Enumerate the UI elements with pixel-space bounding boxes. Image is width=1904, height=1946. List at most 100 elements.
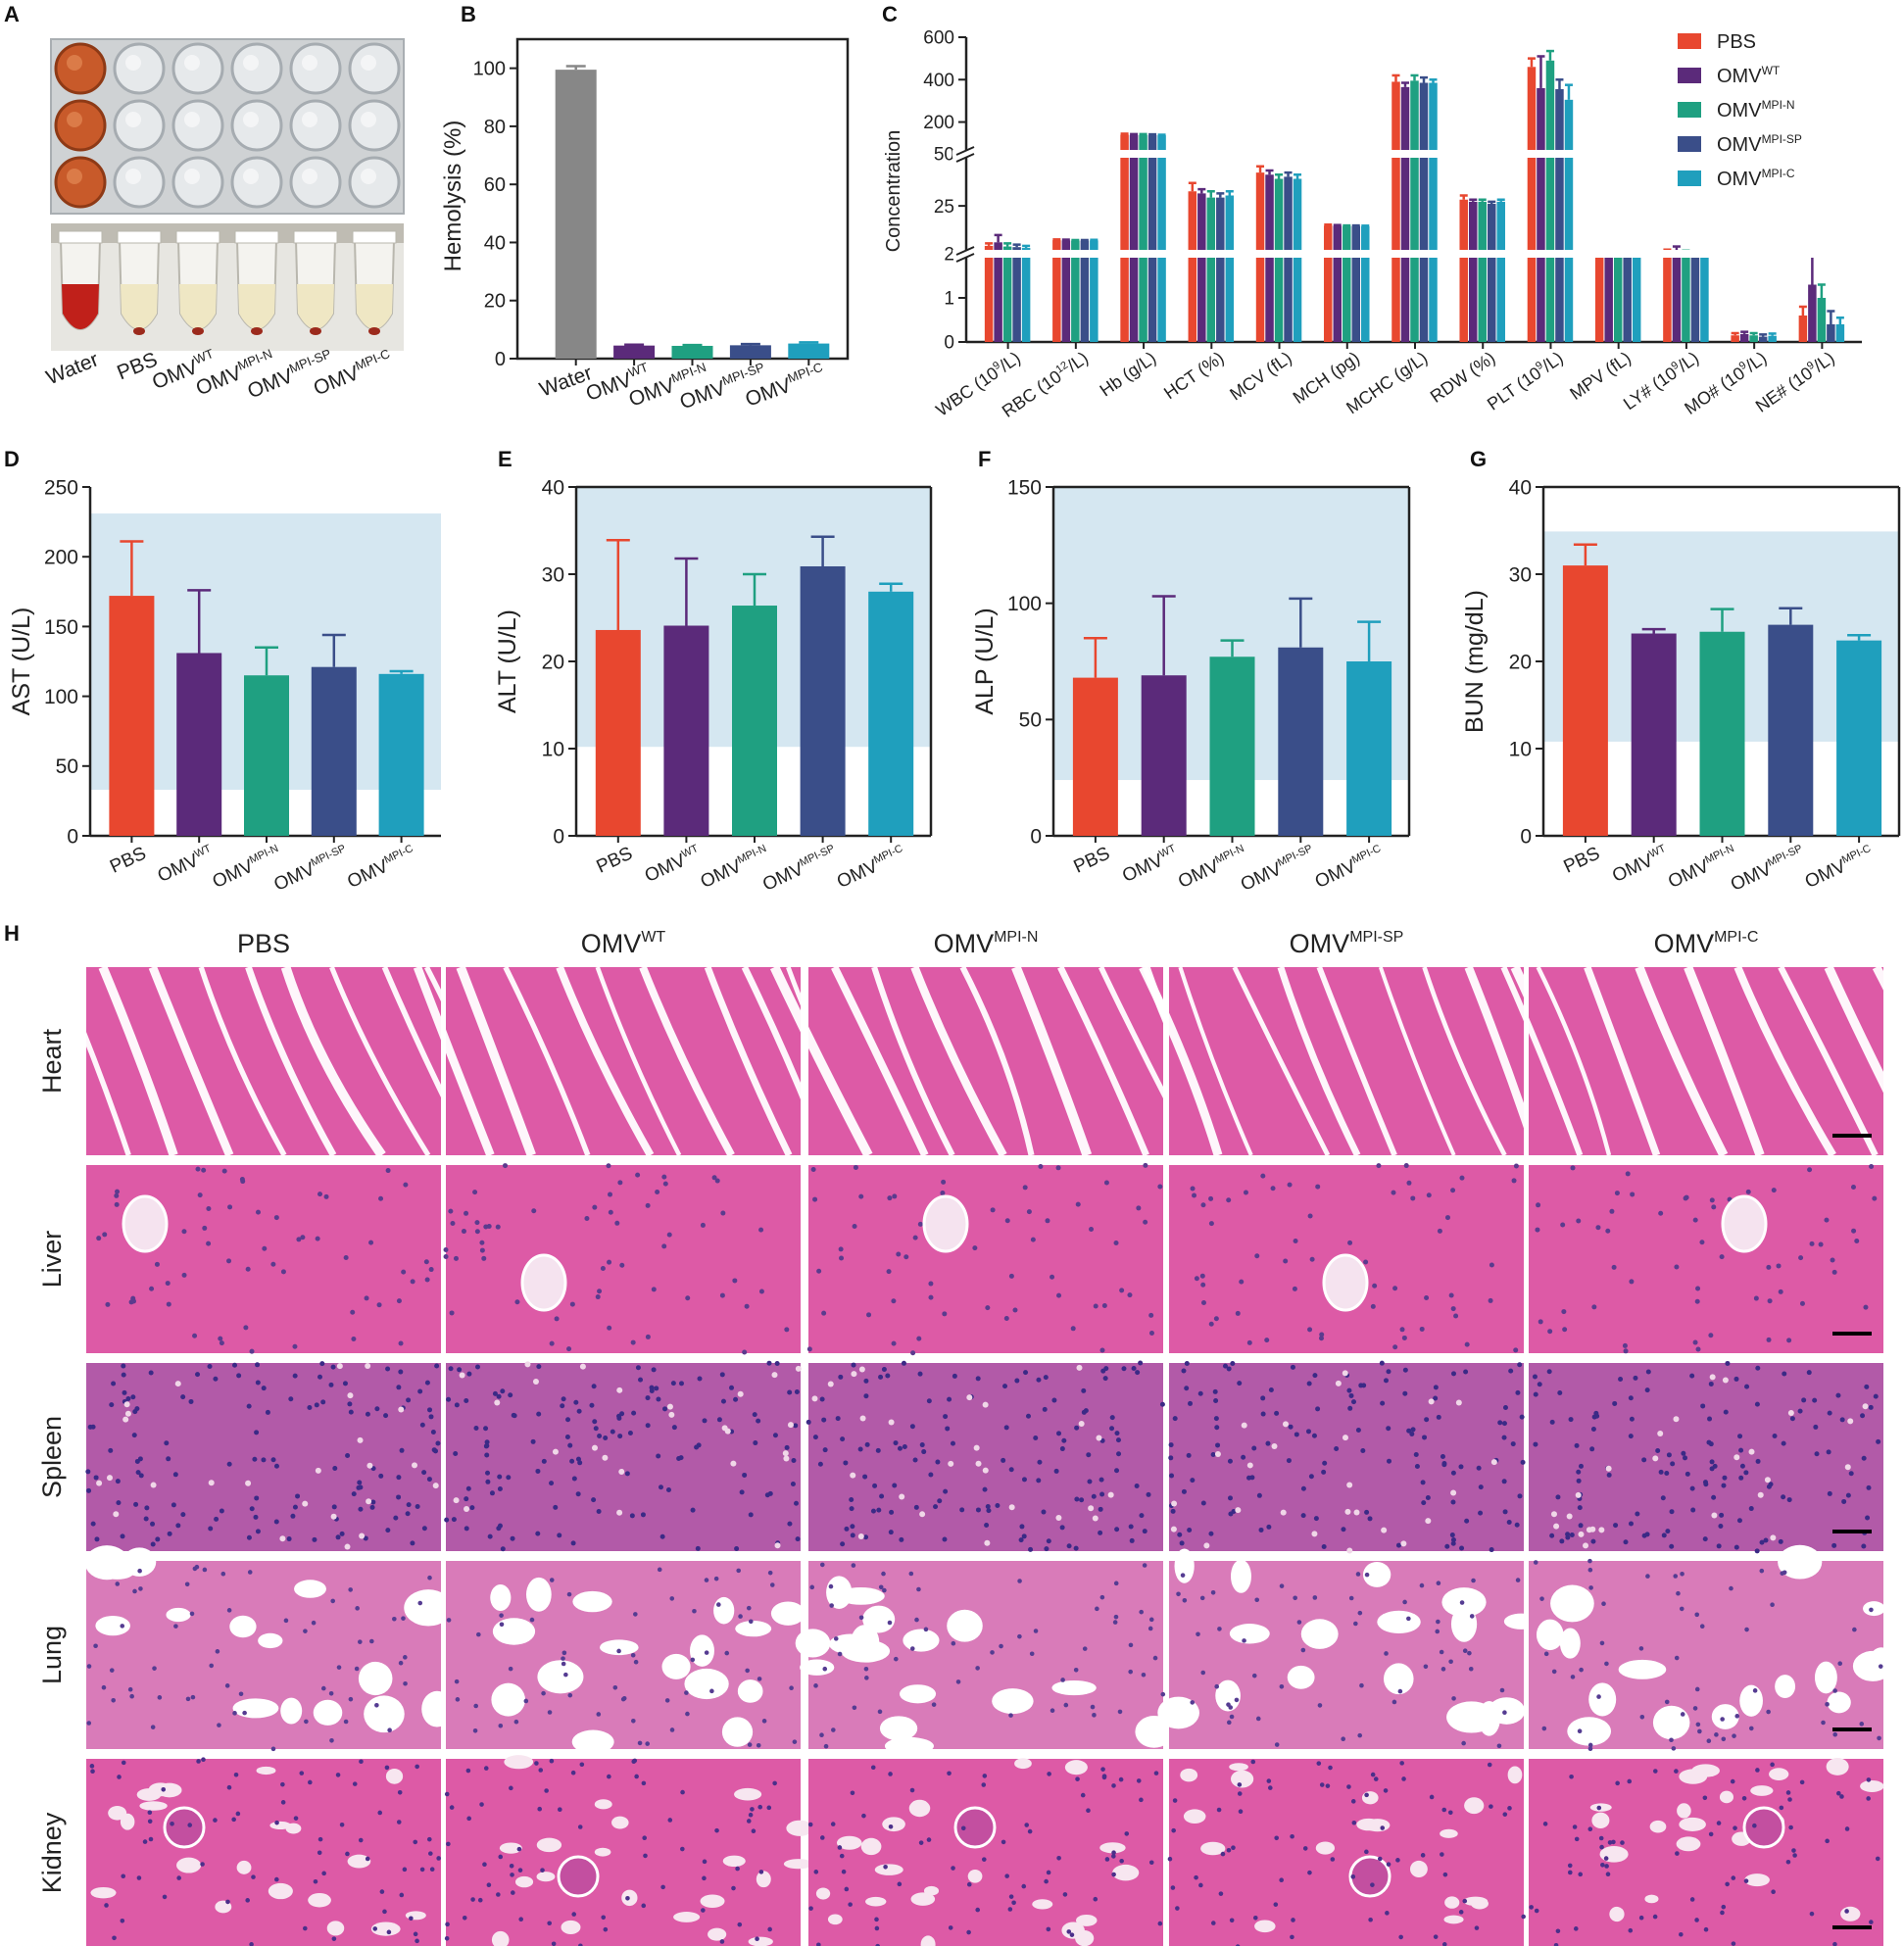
nucleus (1237, 1791, 1243, 1796)
lymphocyte (396, 1385, 402, 1390)
nucleus (1752, 1688, 1758, 1693)
nucleus (1839, 1794, 1844, 1799)
lymphocyte (1860, 1413, 1866, 1419)
nucleus (1210, 1590, 1216, 1595)
pulp-space (1088, 1505, 1095, 1512)
label-sup: WT (1647, 843, 1668, 860)
tissue-image-liver (443, 1163, 801, 1355)
nucleus (1056, 1855, 1061, 1861)
fiber-gap (1500, 965, 1584, 1157)
nucleus (1720, 1717, 1725, 1722)
lymphocyte (1001, 1457, 1006, 1463)
nucleus (481, 1255, 487, 1261)
nucleus (1866, 1796, 1871, 1801)
nucleus (1022, 1185, 1028, 1191)
nucleus (479, 1802, 484, 1807)
lymphocyte (1865, 1515, 1871, 1521)
pulp-space (1450, 1489, 1457, 1496)
lymphocyte (1315, 1406, 1321, 1412)
alveolus (770, 1601, 806, 1626)
nucleus (354, 1666, 360, 1672)
lymphocyte (307, 1405, 313, 1411)
lymphocyte (369, 1504, 375, 1510)
tubule-lumen (1609, 1906, 1625, 1922)
nucleus (1555, 1928, 1561, 1934)
nucleus (1199, 1273, 1205, 1279)
nucleus (1370, 1303, 1376, 1309)
label-base: PBS (1717, 31, 1756, 53)
lymphocyte (1312, 1373, 1318, 1379)
nucleus (641, 1903, 647, 1909)
tubule-lumen (1229, 1763, 1248, 1772)
nucleus (1437, 1228, 1442, 1234)
nucleus (1024, 1823, 1030, 1827)
lymphocyte (1402, 1367, 1408, 1373)
lymphocyte (645, 1395, 651, 1401)
lymphocyte (85, 1469, 91, 1475)
label-tail: /L) (1810, 348, 1838, 375)
nucleus (887, 1620, 893, 1626)
lymphocyte (536, 1364, 542, 1370)
lymphocyte (466, 1371, 472, 1377)
lymphocyte (1665, 1529, 1671, 1534)
x-tick-label: PBS (1071, 843, 1113, 877)
nucleus (1676, 1590, 1681, 1596)
alveolus (1559, 1628, 1581, 1659)
lymphocyte (398, 1369, 404, 1375)
tissue-image-liver (1529, 1163, 1883, 1354)
lymphocyte (255, 1529, 261, 1534)
label-base: OMV (311, 362, 363, 400)
well-highlight (302, 169, 317, 184)
nucleus (642, 1835, 648, 1841)
y-tick-label: 0 (67, 825, 78, 848)
lymphocyte (902, 1444, 907, 1450)
tubule-lumen (269, 1821, 292, 1830)
nucleus (1347, 1240, 1353, 1245)
nucleus (1319, 1332, 1325, 1338)
lymphocyte (945, 1426, 951, 1432)
lymphocyte (254, 1495, 260, 1501)
tissue-image-liver (86, 1165, 441, 1354)
alveolus (1287, 1665, 1315, 1689)
pulp-space (1862, 1403, 1869, 1410)
pulp-space (344, 1543, 351, 1550)
pulp-space (602, 1454, 609, 1461)
lymphocyte (1121, 1366, 1127, 1372)
nucleus (1824, 1217, 1830, 1223)
lymphocyte (1568, 1417, 1574, 1423)
pulp-space (982, 1467, 989, 1474)
tubule-lumen (504, 1755, 534, 1770)
nucleus (1190, 1700, 1196, 1705)
lymphocyte (1450, 1371, 1456, 1377)
pulp-space (616, 1387, 623, 1393)
nucleus (1766, 1337, 1772, 1342)
nucleus (1046, 1926, 1051, 1932)
lymphocyte (474, 1364, 480, 1370)
pulp-space (1282, 1421, 1289, 1428)
nucleus (513, 1719, 519, 1725)
nucleus (850, 1790, 855, 1796)
bar (1343, 225, 1351, 342)
nucleus (509, 1863, 514, 1869)
nucleus (1235, 1310, 1241, 1316)
bar (244, 675, 289, 836)
nucleus (744, 1303, 750, 1309)
nucleus (1124, 1831, 1130, 1836)
nucleus (792, 1739, 798, 1744)
nucleus (662, 1181, 668, 1187)
nucleus (398, 1660, 404, 1666)
lymphocyte (658, 1484, 663, 1490)
nucleus (1103, 1180, 1109, 1186)
nucleus (701, 1908, 706, 1913)
lymphocyte (1873, 1393, 1879, 1399)
nucleus (86, 1664, 92, 1669)
nucleus (1567, 1870, 1573, 1875)
panel-letter-A: A (4, 2, 20, 26)
tubule-lumen (1014, 1758, 1032, 1770)
nucleus (1799, 1300, 1805, 1306)
alveolus (884, 1736, 934, 1755)
bar (788, 343, 830, 359)
nucleus (369, 1638, 374, 1644)
bar (1361, 225, 1370, 342)
